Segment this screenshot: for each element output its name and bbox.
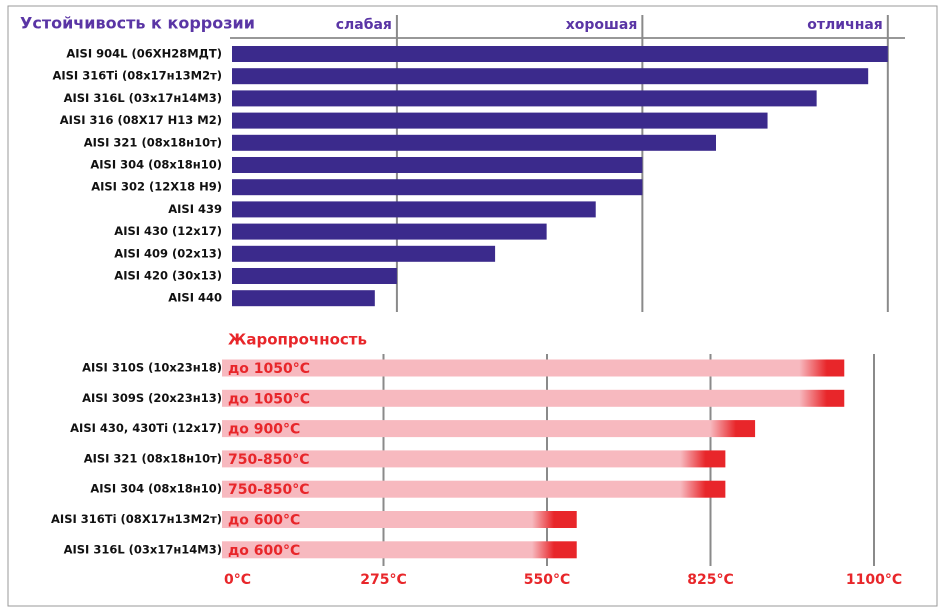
frame [7,5,938,607]
y-tick-label: AISI 430 (12х17) [114,224,222,238]
bar [222,420,756,438]
y-tick-label: AISI 321 (08х18н10т) [84,135,222,149]
bar [232,134,716,151]
y-tick-label: AISI 316Ti (08Х17н13М2т) [51,512,222,526]
x-tick-label: 825°C [687,572,734,588]
bar [232,157,643,173]
y-tick-label: AISI 309S (20х23н13) [82,391,222,405]
value-label: до 600°C [228,543,300,559]
y-tick-label: AISI 316 (08Х17 Н13 М2) [60,113,222,127]
y-tick-label: AISI 316Ti (08х17н13М2т) [52,69,222,83]
y-tick-label: AISI 316L (03х17н14М3) [64,542,222,556]
x-tick-label: слабая [336,17,392,33]
x-tick-label: 275°C [360,572,407,588]
bar [222,541,577,559]
bar [232,112,768,129]
x-tick-label: хорошая [566,17,638,33]
value-label: 750-850°C [228,452,310,468]
chart-title: Жаропрочность [228,331,367,349]
y-tick-label: AISI 409 (02х13) [114,246,222,260]
value-label: до 600°C [228,513,300,529]
bar [222,480,726,498]
bar [222,511,577,528]
y-tick-label: AISI 302 (12Х18 Н9) [91,180,222,194]
bar [232,290,375,307]
y-tick-label: AISI 904L (06ХН28МДТ) [66,47,222,61]
y-tick-label: AISI 439 [168,202,222,216]
value-label: до 1050°C [228,391,310,407]
chart-title: Устойчивость к коррозии [20,14,255,33]
y-tick-label: AISI 310S (10х23н18) [82,361,222,375]
value-label: 750-850°C [228,482,310,498]
y-tick-label: AISI 321 (08х18н10т) [84,451,222,465]
bar [222,389,845,407]
bar [232,90,817,107]
value-label: до 900°C [228,422,300,438]
value-label: до 1050°C [228,361,310,377]
bar [232,201,596,218]
bar [222,450,726,468]
x-tick-label: 0°C [224,572,251,588]
bar [232,245,496,262]
x-tick-label: 1100°C [846,572,902,588]
bar [232,179,643,196]
y-tick-label: AISI 440 [168,291,222,305]
bar [222,359,845,377]
x-tick-label: отличная [807,17,883,33]
y-tick-label: AISI 420 (30х13) [114,269,222,283]
bar [232,46,888,62]
bar [232,68,869,85]
y-tick-label: AISI 304 (08х18н10) [90,158,222,172]
bar [232,268,397,284]
bar [232,223,547,240]
y-tick-label: AISI 430, 430Ti (12х17) [70,421,222,435]
y-tick-label: AISI 316L (03х17н14М3) [64,91,222,105]
x-tick-label: 550°C [524,572,571,588]
y-tick-label: AISI 304 (08х18н10) [90,482,222,496]
